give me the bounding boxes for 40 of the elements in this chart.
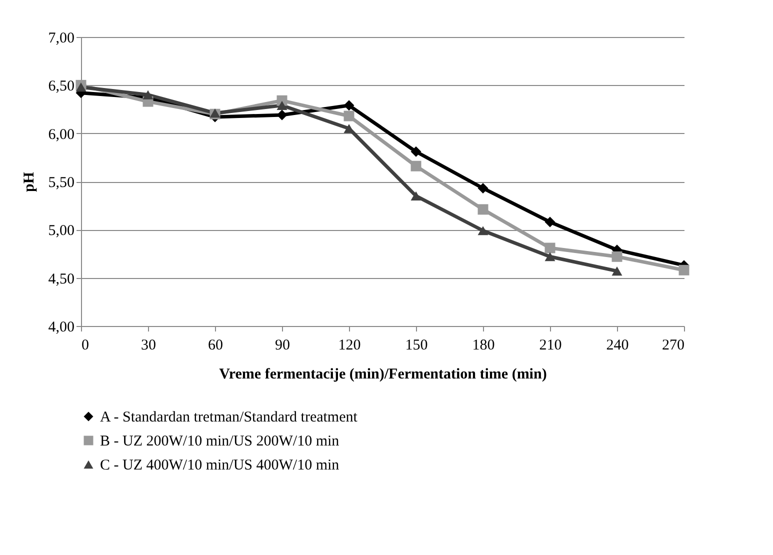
x-tick-label: 210 — [539, 338, 562, 354]
point — [142, 90, 154, 100]
point — [344, 110, 354, 122]
y-axis-title: pH — [21, 172, 38, 192]
y-tick-label: 5,00 — [48, 223, 74, 240]
legend-label: C - UZ 400W/10 min/US 400W/10 min — [100, 458, 340, 474]
x-tick-label: 180 — [472, 338, 495, 354]
point — [410, 191, 422, 200]
y-tick-label: 6,00 — [48, 126, 74, 143]
x-tick-label: 60 — [208, 338, 223, 354]
x-tick-label: 0 — [82, 338, 89, 354]
y-tick-label: 4,00 — [48, 320, 74, 336]
point — [478, 226, 488, 236]
point — [544, 216, 556, 228]
point — [678, 264, 690, 276]
y-tick-label: 4,50 — [48, 271, 74, 288]
point — [612, 251, 622, 262]
x-tick-label: 240 — [606, 338, 629, 354]
point — [76, 82, 86, 92]
x-tick-label: 270 — [662, 338, 684, 354]
legend-label: A - Standardan tretman/Standard treatment — [100, 410, 358, 426]
y-tick-label: 7,00 — [48, 30, 74, 46]
y-tick-label: 6,50 — [48, 78, 74, 95]
point — [276, 100, 288, 110]
point — [410, 146, 422, 157]
point — [410, 160, 422, 172]
legend-label: B - UZ 200W/10 min/US 200W/10 min — [100, 434, 340, 450]
point — [544, 242, 556, 254]
point — [478, 204, 488, 215]
point — [478, 183, 488, 194]
x-axis-title: Vreme fermentacije (min)/Fermentation time (min) — [219, 366, 547, 382]
point — [612, 266, 622, 276]
point — [276, 110, 288, 120]
x-tick-label: 90 — [275, 338, 290, 354]
x-tick-label: 120 — [338, 338, 361, 354]
point — [544, 252, 556, 262]
y-tick-label: 5,50 — [48, 175, 74, 191]
x-tick-label: 150 — [405, 338, 428, 354]
point — [344, 100, 354, 111]
x-tick-label: 30 — [141, 338, 156, 354]
